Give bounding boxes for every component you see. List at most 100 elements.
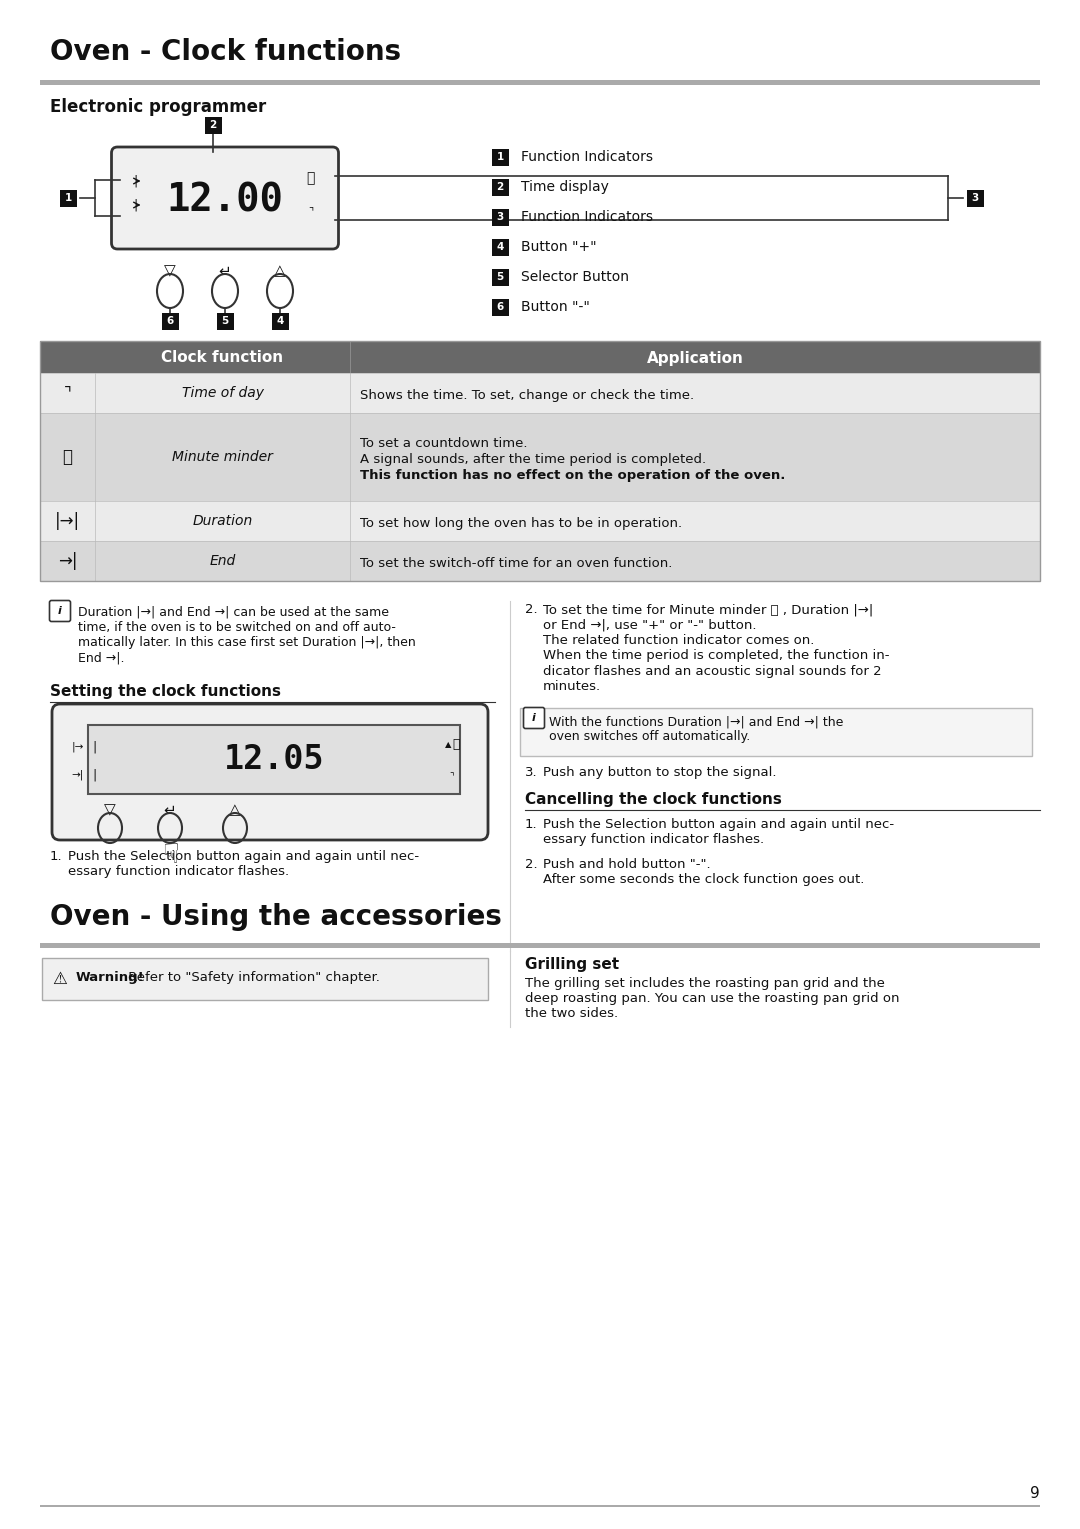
Text: essary function indicator flashes.: essary function indicator flashes. xyxy=(68,865,289,878)
Text: or End →|, use "+" or "-" button.: or End →|, use "+" or "-" button. xyxy=(543,619,756,631)
Text: ↵: ↵ xyxy=(164,803,176,818)
Text: ▲: ▲ xyxy=(445,740,451,749)
Text: A signal sounds, after the time period is completed.: A signal sounds, after the time period i… xyxy=(360,453,706,466)
Text: 6: 6 xyxy=(166,317,174,326)
FancyBboxPatch shape xyxy=(216,312,233,330)
Text: oven switches off automatically.: oven switches off automatically. xyxy=(549,729,751,743)
Bar xyxy=(40,413,1040,502)
Text: Duration |→| and End →| can be used at the same: Duration |→| and End →| can be used at t… xyxy=(78,605,389,619)
Text: ⌛: ⌛ xyxy=(63,448,72,466)
FancyBboxPatch shape xyxy=(519,708,1032,755)
Text: |→|: |→| xyxy=(55,512,80,531)
Text: After some seconds the clock function goes out.: After some seconds the clock function go… xyxy=(543,873,864,885)
Text: 3: 3 xyxy=(497,213,503,222)
Text: deep roasting pan. You can use the roasting pan grid on: deep roasting pan. You can use the roast… xyxy=(525,992,900,1005)
Text: |: | xyxy=(133,174,137,188)
FancyBboxPatch shape xyxy=(967,190,984,206)
Text: Setting the clock functions: Setting the clock functions xyxy=(50,683,281,699)
FancyBboxPatch shape xyxy=(491,269,509,286)
Text: 3.: 3. xyxy=(525,766,538,778)
Text: 12.00: 12.00 xyxy=(166,180,283,219)
Text: 2: 2 xyxy=(210,119,217,130)
Text: ⌝: ⌝ xyxy=(449,772,455,781)
Bar xyxy=(40,341,1040,581)
FancyBboxPatch shape xyxy=(87,725,460,794)
Text: ⌛: ⌛ xyxy=(307,171,314,185)
Text: Oven - Using the accessories: Oven - Using the accessories xyxy=(50,904,502,931)
Text: 5: 5 xyxy=(221,317,229,326)
Text: 1: 1 xyxy=(497,151,503,162)
Text: To set a countdown time.: To set a countdown time. xyxy=(360,437,527,450)
Text: ☟: ☟ xyxy=(162,841,178,868)
Text: Warning!: Warning! xyxy=(76,971,145,985)
Text: Grilling set: Grilling set xyxy=(525,957,619,972)
Text: dicator flashes and an acoustic signal sounds for 2: dicator flashes and an acoustic signal s… xyxy=(543,665,881,677)
FancyBboxPatch shape xyxy=(111,147,338,249)
Bar xyxy=(40,1505,1040,1508)
Text: 4: 4 xyxy=(497,242,503,252)
FancyBboxPatch shape xyxy=(491,148,509,165)
Bar xyxy=(40,943,1040,948)
Text: △: △ xyxy=(274,263,286,278)
Text: ⚠: ⚠ xyxy=(53,969,67,988)
Text: Button "+": Button "+" xyxy=(521,240,596,254)
Text: The related function indicator comes on.: The related function indicator comes on. xyxy=(543,635,814,647)
Text: ▽: ▽ xyxy=(104,803,116,818)
Text: 1.: 1. xyxy=(525,818,538,830)
FancyBboxPatch shape xyxy=(50,601,70,621)
Bar xyxy=(40,373,1040,413)
FancyBboxPatch shape xyxy=(52,703,488,839)
Text: |→: |→ xyxy=(71,742,84,752)
FancyBboxPatch shape xyxy=(491,208,509,225)
Text: Push and hold button "-".: Push and hold button "-". xyxy=(543,858,711,872)
Text: time, if the oven is to be switched on and off auto-: time, if the oven is to be switched on a… xyxy=(78,621,396,635)
Text: Minute minder: Minute minder xyxy=(172,450,273,463)
Text: Duration: Duration xyxy=(192,514,253,528)
Text: 4: 4 xyxy=(276,317,284,326)
Text: 6: 6 xyxy=(497,303,503,312)
Text: Push any button to stop the signal.: Push any button to stop the signal. xyxy=(543,766,777,778)
Bar xyxy=(40,541,1040,581)
FancyBboxPatch shape xyxy=(491,298,509,315)
FancyBboxPatch shape xyxy=(162,312,178,330)
Text: Function Indicators: Function Indicators xyxy=(521,209,653,225)
Text: i: i xyxy=(532,713,536,723)
Text: ⌛: ⌛ xyxy=(453,739,460,751)
Text: 3: 3 xyxy=(971,193,978,203)
Text: 1: 1 xyxy=(65,193,71,203)
Text: →|: →| xyxy=(71,769,84,780)
Text: Time of day: Time of day xyxy=(181,385,264,401)
Text: Selector Button: Selector Button xyxy=(521,271,629,284)
Text: Push the Selection button again and again until nec-: Push the Selection button again and agai… xyxy=(543,818,894,830)
Bar xyxy=(40,341,1040,373)
Text: Cancelling the clock functions: Cancelling the clock functions xyxy=(525,792,782,807)
FancyBboxPatch shape xyxy=(491,239,509,255)
Text: 5: 5 xyxy=(497,272,503,281)
Text: ⌝: ⌝ xyxy=(64,384,71,402)
FancyBboxPatch shape xyxy=(271,312,288,330)
FancyBboxPatch shape xyxy=(59,190,77,206)
Text: The grilling set includes the roasting pan grid and the: The grilling set includes the roasting p… xyxy=(525,977,885,989)
Text: |: | xyxy=(93,769,97,781)
Text: minutes.: minutes. xyxy=(543,680,602,694)
Text: ▽: ▽ xyxy=(164,263,176,278)
Text: 2.: 2. xyxy=(525,602,538,616)
Text: ⌝: ⌝ xyxy=(308,206,313,216)
Text: To set the time for Minute minder ⌛ , Duration |→|: To set the time for Minute minder ⌛ , Du… xyxy=(543,602,874,616)
Text: essary function indicator flashes.: essary function indicator flashes. xyxy=(543,833,765,846)
Text: Button "-": Button "-" xyxy=(521,300,590,313)
Text: Clock function: Clock function xyxy=(161,350,284,365)
Text: This function has no effect on the operation of the oven.: This function has no effect on the opera… xyxy=(360,469,785,482)
Text: 1.: 1. xyxy=(50,850,63,862)
Text: △: △ xyxy=(229,803,241,818)
Bar xyxy=(40,502,1040,541)
Text: Electronic programmer: Electronic programmer xyxy=(50,98,267,116)
FancyBboxPatch shape xyxy=(524,708,544,728)
FancyBboxPatch shape xyxy=(491,179,509,196)
Text: i: i xyxy=(58,605,62,616)
FancyBboxPatch shape xyxy=(42,959,488,1000)
Text: End →|.: End →|. xyxy=(78,651,124,664)
Text: 12.05: 12.05 xyxy=(224,743,324,777)
Text: End: End xyxy=(210,553,235,567)
Text: 2: 2 xyxy=(497,182,503,193)
